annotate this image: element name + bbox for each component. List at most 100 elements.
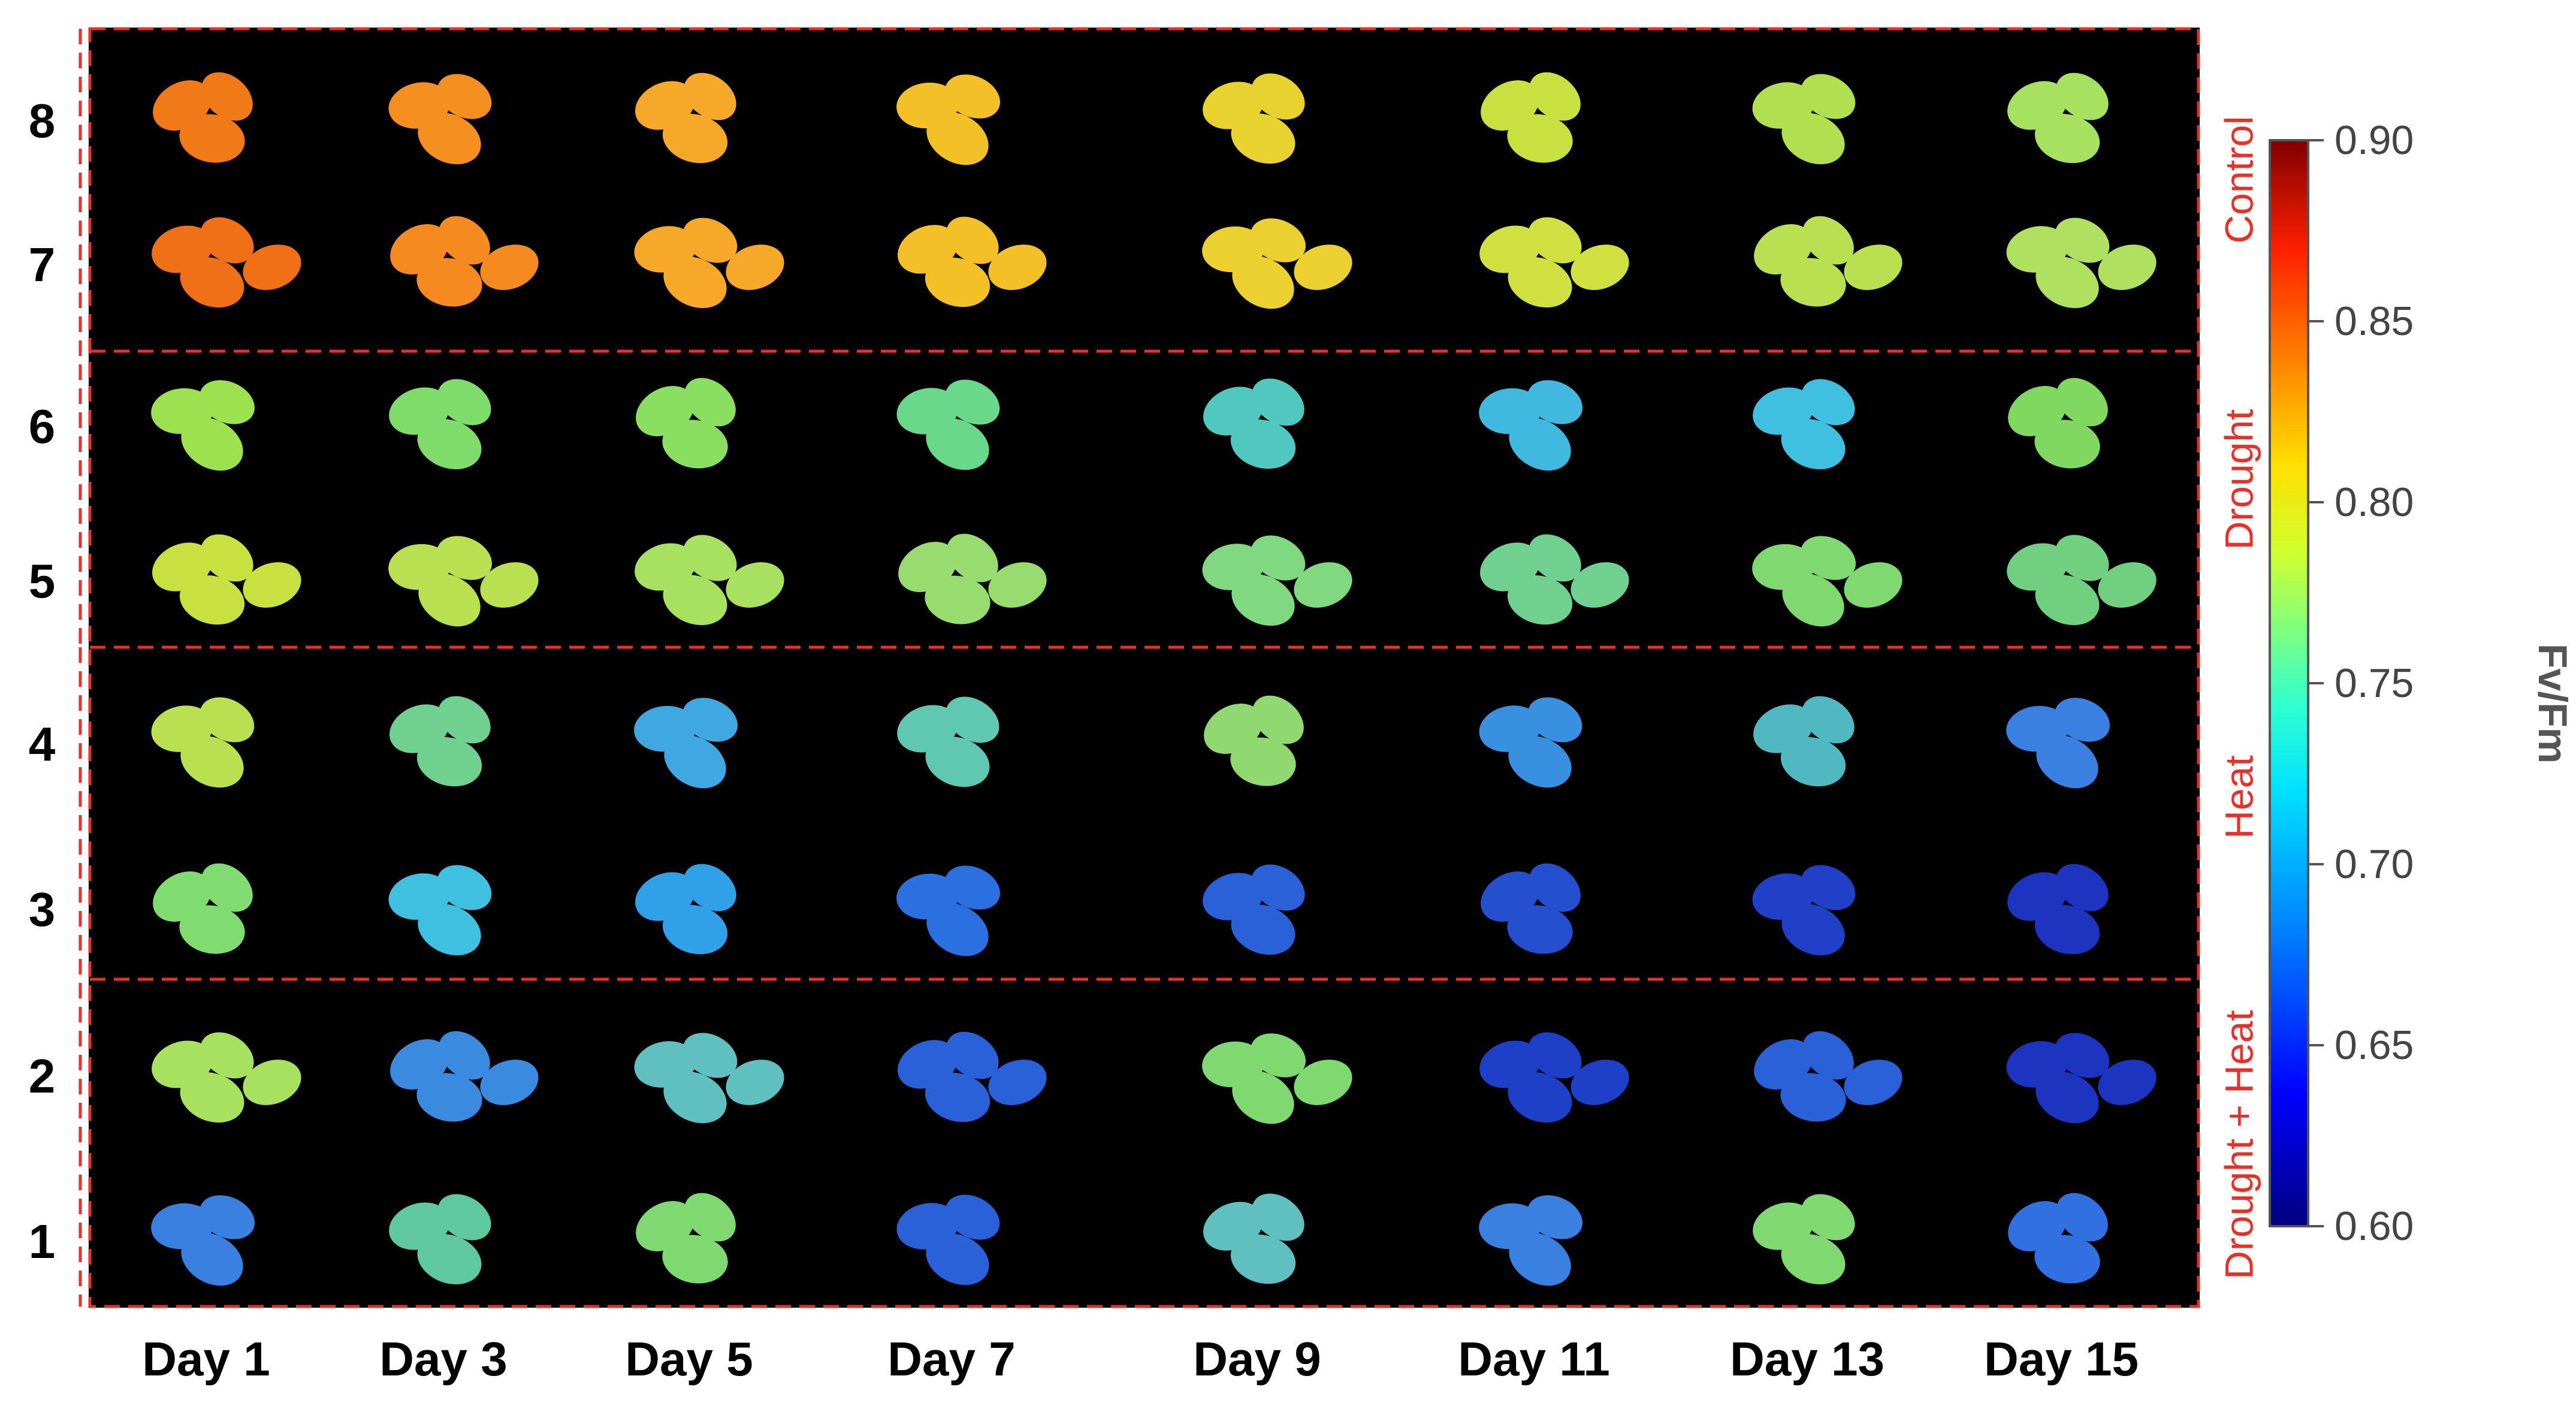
day-label-15: Day 15 <box>1984 1332 2139 1386</box>
colorbar-tick-label: 0.70 <box>2335 841 2414 887</box>
plant-image-row-7-day-11 <box>1479 217 1629 308</box>
plant-image-row-3-day-11 <box>1481 863 1581 954</box>
row-label-2: 2 <box>28 1049 56 1103</box>
colorbar-tick-label: 0.80 <box>2335 479 2414 525</box>
plant-image-row-7-day-9 <box>1202 218 1352 309</box>
plant-image-row-8-day-7 <box>896 74 1000 165</box>
plant-image-row-6-day-13 <box>1753 379 1855 470</box>
plant-image-row-7-day-1 <box>152 217 301 308</box>
plant-image-row-5-day-5 <box>635 535 784 626</box>
plant-image-row-5-day-3 <box>388 536 539 627</box>
plant-image-row-8-day-9 <box>1203 73 1305 164</box>
plant-image-row-4-day-5 <box>634 698 738 789</box>
plant-image-row-8-day-3 <box>388 74 492 165</box>
colorbar-tick-label: 0.60 <box>2335 1203 2414 1249</box>
plant-image-row-1-day-7 <box>896 1194 1000 1286</box>
colorbar-tick-label: 0.90 <box>2335 117 2414 163</box>
plant-image-row-1-day-5 <box>636 1193 736 1284</box>
plant-image-row-8-day-15 <box>2007 73 2109 164</box>
leaf-image-grid <box>89 28 2200 1308</box>
plant-image-row-7-day-7 <box>898 216 1047 307</box>
colorbar-tick-label: 0.85 <box>2335 298 2414 344</box>
plant-image-row-7-day-13 <box>1754 216 1902 307</box>
plant-image-row-4-day-9 <box>1204 695 1304 786</box>
plant-image-row-7-day-15 <box>2006 218 2157 309</box>
plant-image-row-3-day-13 <box>1752 865 1856 956</box>
plant-image-row-8-day-11 <box>1481 72 1581 163</box>
plant-image-row-4-day-11 <box>1479 697 1583 788</box>
day-label-7: Day 7 <box>887 1332 1016 1386</box>
plant-image-row-1-day-9 <box>1203 1193 1304 1284</box>
plant-image-row-3-day-9 <box>1203 864 1305 955</box>
day-label-13: Day 13 <box>1730 1332 1885 1386</box>
plant-image-row-2-day-15 <box>2006 1033 2157 1124</box>
row-label-6: 6 <box>28 400 56 453</box>
plant-image-row-3-day-7 <box>896 865 1000 957</box>
plant-image-row-8-day-1 <box>153 72 253 163</box>
plant-image-row-5-day-7 <box>898 533 1047 624</box>
colorbar-title: Fv/Fm <box>2530 643 2576 764</box>
plant-image-row-3-day-3 <box>388 865 492 956</box>
row-label-7: 7 <box>28 238 56 291</box>
plant-image-row-3-day-15 <box>2007 864 2109 955</box>
plant-image-row-7-day-5 <box>634 218 784 309</box>
colorbar-tick <box>2307 320 2324 322</box>
day-label-11: Day 11 <box>1458 1332 1610 1386</box>
group-label-heat: Heat <box>2216 755 2261 839</box>
plant-image-row-6-day-9 <box>1203 378 1304 469</box>
group-label-drought: Drought <box>2216 409 2261 550</box>
plant-image-row-2-day-5 <box>634 1033 784 1124</box>
plant-image-row-1-day-3 <box>389 1194 491 1285</box>
plant-image-row-4-day-13 <box>1753 696 1855 787</box>
group-label-drought-heat: Drought + Heat <box>2216 1010 2261 1280</box>
plant-image-row-4-day-7 <box>897 696 999 788</box>
plant-image-row-1-day-11 <box>1479 1195 1583 1286</box>
plant-image-row-8-day-13 <box>1752 74 1856 165</box>
plant-image-row-2-day-13 <box>1754 1031 1902 1122</box>
plant-image-row-2-day-11 <box>1479 1032 1629 1123</box>
plant-image-row-5-day-15 <box>2007 535 2157 626</box>
day-label-3: Day 3 <box>379 1332 508 1386</box>
row-label-5: 5 <box>28 554 56 608</box>
colorbar-tick <box>2307 1225 2324 1227</box>
day-label-1: Day 1 <box>142 1332 270 1386</box>
plant-image-row-5-day-13 <box>1752 536 1902 627</box>
colorbar-tick <box>2307 863 2324 865</box>
leaf-thermal-images <box>151 72 2157 1286</box>
plant-image-row-3-day-1 <box>153 863 253 954</box>
plant-image-row-2-day-1 <box>152 1032 301 1123</box>
plant-image-row-4-day-3 <box>389 696 491 787</box>
plant-image-row-5-day-9 <box>1202 535 1352 626</box>
fvfm-colorbar <box>2269 139 2309 1227</box>
plant-image-row-6-day-15 <box>2008 378 2108 469</box>
plant-image-row-8-day-5 <box>635 73 736 164</box>
colorbar-tick-label: 0.75 <box>2335 660 2414 706</box>
day-label-9: Day 9 <box>1193 1332 1321 1386</box>
colorbar-tick <box>2307 1044 2324 1046</box>
plant-image-row-6-day-7 <box>896 379 1000 470</box>
plant-image-row-4-day-15 <box>2006 698 2110 789</box>
row-label-8: 8 <box>28 94 56 147</box>
row-label-4: 4 <box>28 717 56 771</box>
plant-image-row-1-day-1 <box>151 1195 255 1286</box>
plant-image-row-2-day-9 <box>1202 1033 1352 1124</box>
plant-image-row-1-day-15 <box>2008 1193 2108 1284</box>
colorbar-tick <box>2307 139 2324 141</box>
plant-image-row-5-day-1 <box>152 534 301 625</box>
plant-image-row-2-day-7 <box>898 1031 1047 1123</box>
group-label-control: Control <box>2216 116 2261 244</box>
row-label-1: 1 <box>28 1215 56 1268</box>
row-label-3: 3 <box>28 883 56 936</box>
plant-image-row-6-day-3 <box>389 379 491 470</box>
plant-image-row-3-day-5 <box>635 864 736 955</box>
colorbar-tick <box>2307 682 2324 684</box>
plant-image-row-5-day-11 <box>1480 534 1629 625</box>
plant-image-row-6-day-1 <box>151 380 255 471</box>
day-label-5: Day 5 <box>625 1332 753 1386</box>
plant-image-row-2-day-3 <box>390 1031 539 1122</box>
plant-image-row-7-day-3 <box>390 216 539 307</box>
colorbar-tick-label: 0.65 <box>2335 1022 2414 1068</box>
plant-image-row-6-day-5 <box>636 378 736 469</box>
plant-image-row-4-day-1 <box>151 697 255 788</box>
